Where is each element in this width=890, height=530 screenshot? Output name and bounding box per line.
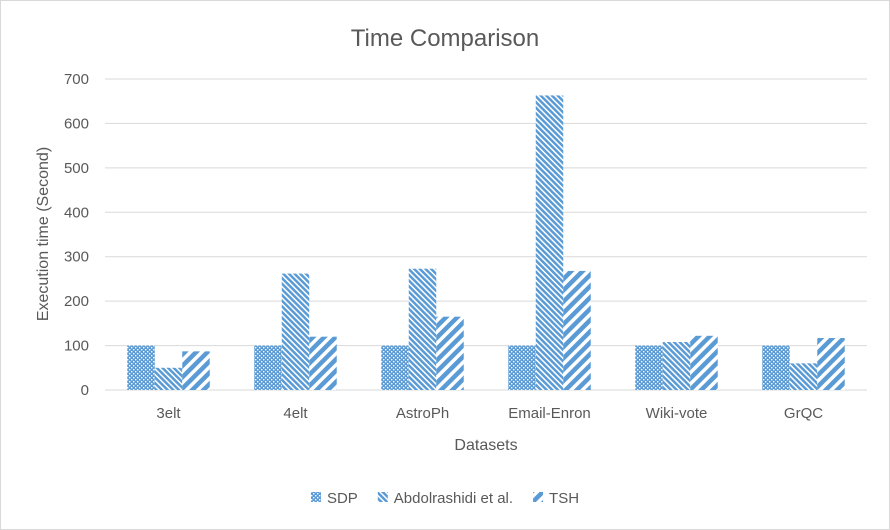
legend-item-sdp: SDP <box>310 490 358 507</box>
x-tick-label: GrQC <box>784 405 823 422</box>
legend-item-tsh: TSH <box>533 490 579 507</box>
x-axis-label: Datasets <box>454 437 517 454</box>
bar-sdp-grqc <box>762 345 790 390</box>
x-tick-label: 4elt <box>283 405 308 422</box>
y-tick-label: 0 <box>81 382 89 399</box>
y-tick-label: 100 <box>64 338 89 355</box>
bar-tsh-grqc <box>817 338 845 390</box>
y-tick-label: 300 <box>64 249 89 266</box>
chart-title: Time Comparison <box>351 25 540 52</box>
legend-swatch <box>310 492 321 502</box>
y-tick-label: 600 <box>64 115 89 132</box>
bar-abdolrashidi-et-al--email-enron <box>535 95 564 390</box>
legend-item-abdolrashidi-et-al-: Abdolrashidi et al. <box>377 490 513 507</box>
x-tick-label: AstroPh <box>396 405 449 422</box>
x-tick-label: 3elt <box>156 405 181 422</box>
bar-abdolrashidi-et-al--astroph <box>408 268 437 390</box>
legend: SDP Abdolrashidi et al. TSH <box>310 490 579 507</box>
y-axis-ticks: 0 100 200 300 400 500 600 700 <box>64 71 89 399</box>
bar-abdolrashidi-et-al--4elt <box>281 273 310 390</box>
legend-label: Abdolrashidi et al. <box>394 490 513 507</box>
y-tick-label: 700 <box>64 71 89 88</box>
x-axis-ticks: 3elt 4elt AstroPh Email-Enron Wiki-vote GrQC <box>156 405 823 422</box>
bar-tsh-3elt <box>182 351 210 390</box>
bars <box>127 95 845 390</box>
bar-abdolrashidi-et-al--grqc <box>789 363 818 390</box>
bar-tsh-astroph <box>436 316 464 390</box>
bar-sdp-email-enron <box>508 345 536 390</box>
bar-sdp-3elt <box>127 345 155 390</box>
bar-tsh-wiki-vote <box>690 335 718 390</box>
bar-tsh-4elt <box>309 336 337 390</box>
y-tick-label: 500 <box>64 160 89 177</box>
legend-label: SDP <box>327 490 358 507</box>
legend-label: TSH <box>549 490 579 507</box>
x-tick-label: Wiki-vote <box>646 405 708 422</box>
y-tick-label: 400 <box>64 204 89 221</box>
bar-tsh-email-enron <box>563 270 591 390</box>
bar-sdp-4elt <box>254 345 282 390</box>
bar-abdolrashidi-et-al--3elt <box>154 367 183 390</box>
legend-swatch <box>377 492 388 502</box>
gridlines <box>105 78 867 391</box>
bar-sdp-wiki-vote <box>635 345 663 390</box>
y-tick-label: 200 <box>64 293 89 310</box>
y-axis-label: Execution time (Second) <box>35 147 52 321</box>
bar-abdolrashidi-et-al--wiki-vote <box>662 342 691 390</box>
bar-sdp-astroph <box>381 345 409 390</box>
legend-swatch <box>533 492 544 502</box>
x-tick-label: Email-Enron <box>508 405 591 422</box>
